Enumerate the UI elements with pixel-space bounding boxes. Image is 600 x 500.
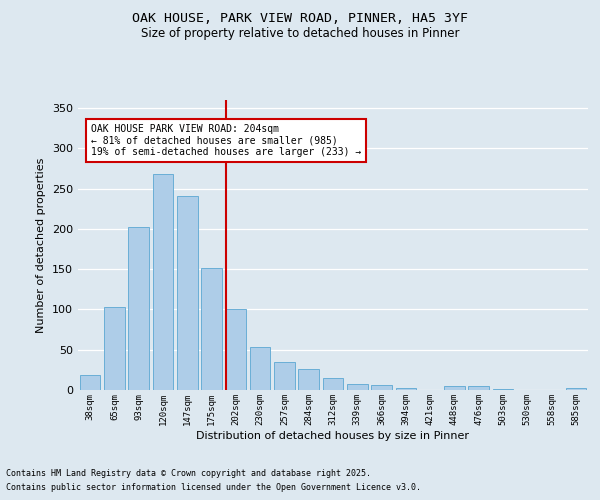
X-axis label: Distribution of detached houses by size in Pinner: Distribution of detached houses by size … xyxy=(197,430,470,440)
Bar xyxy=(371,385,392,390)
Bar xyxy=(347,384,368,390)
Bar xyxy=(493,389,514,390)
Text: OAK HOUSE PARK VIEW ROAD: 204sqm
← 81% of detached houses are smaller (985)
19% : OAK HOUSE PARK VIEW ROAD: 204sqm ← 81% o… xyxy=(91,124,361,158)
Bar xyxy=(128,228,149,390)
Bar xyxy=(274,362,295,390)
Bar xyxy=(152,174,173,390)
Bar xyxy=(104,307,125,390)
Bar xyxy=(298,369,319,390)
Bar xyxy=(226,310,246,390)
Bar xyxy=(201,268,222,390)
Text: Size of property relative to detached houses in Pinner: Size of property relative to detached ho… xyxy=(141,28,459,40)
Bar xyxy=(323,378,343,390)
Y-axis label: Number of detached properties: Number of detached properties xyxy=(37,158,46,332)
Text: Contains HM Land Registry data © Crown copyright and database right 2025.: Contains HM Land Registry data © Crown c… xyxy=(6,468,371,477)
Text: OAK HOUSE, PARK VIEW ROAD, PINNER, HA5 3YF: OAK HOUSE, PARK VIEW ROAD, PINNER, HA5 3… xyxy=(132,12,468,26)
Bar xyxy=(566,388,586,390)
Text: Contains public sector information licensed under the Open Government Licence v3: Contains public sector information licen… xyxy=(6,484,421,492)
Bar xyxy=(250,348,271,390)
Bar xyxy=(177,196,197,390)
Bar xyxy=(395,388,416,390)
Bar xyxy=(444,386,465,390)
Bar xyxy=(80,374,100,390)
Bar xyxy=(469,386,489,390)
